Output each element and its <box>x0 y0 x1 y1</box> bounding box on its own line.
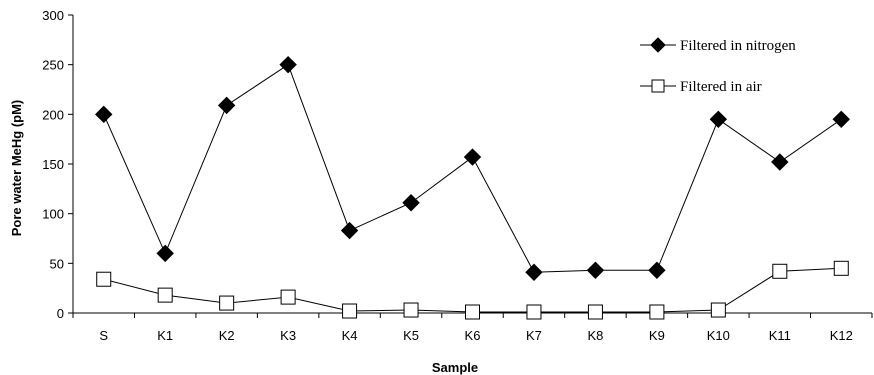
series-air <box>96 260 849 320</box>
square-marker <box>403 302 419 318</box>
x-tick-label: K11 <box>769 328 791 343</box>
diamond-marker <box>340 221 359 240</box>
series-nitrogen <box>95 55 850 281</box>
square-marker <box>157 287 173 303</box>
diamond-marker <box>648 261 666 279</box>
x-tick-label: K9 <box>649 328 665 343</box>
diamond-marker <box>402 194 420 212</box>
diamond-marker <box>709 110 728 129</box>
legend-item-air: Filtered in air <box>640 79 762 95</box>
x-tick-label: K8 <box>587 328 603 343</box>
square-marker <box>526 304 542 320</box>
square-marker <box>342 303 358 319</box>
x-tick-label: K4 <box>342 328 358 343</box>
x-tick-label: K12 <box>830 328 853 343</box>
x-axis-title: Sample <box>432 360 478 375</box>
diamond-marker <box>217 96 236 115</box>
legend-diamond-marker <box>650 37 666 53</box>
x-tick-label: K3 <box>280 328 296 343</box>
square-marker <box>833 260 849 276</box>
square-marker <box>710 302 726 318</box>
x-tick-label: K1 <box>157 328 173 343</box>
square-marker <box>465 304 480 320</box>
diamond-marker <box>586 261 605 279</box>
diamond-marker <box>279 55 297 74</box>
y-tick-label: 100 <box>42 207 64 222</box>
x-tick-label: K10 <box>707 328 730 343</box>
y-tick-label: 200 <box>42 107 64 122</box>
legend-square-marker <box>651 79 665 93</box>
legend-label-nitrogen: Filtered in nitrogen <box>680 38 796 54</box>
x-tick-label: K2 <box>219 328 235 343</box>
legend: Filtered in nitrogen Filtered in air <box>640 37 796 95</box>
series-layer <box>95 55 850 320</box>
y-tick-label: 50 <box>50 256 64 271</box>
square-marker <box>587 304 603 320</box>
x-tick-label: K6 <box>465 328 481 343</box>
legend-label-air: Filtered in air <box>680 79 762 95</box>
diamond-marker <box>156 244 174 263</box>
legend-item-nitrogen: Filtered in nitrogen <box>640 37 796 54</box>
y-axis-title: Pore water MeHg (pM) <box>9 100 24 237</box>
diamond-marker <box>771 153 789 171</box>
square-marker <box>96 271 112 287</box>
y-tick-label: 0 <box>57 306 64 321</box>
square-marker <box>772 263 788 279</box>
x-tick-label: K5 <box>403 328 419 343</box>
square-marker <box>219 295 235 311</box>
x-tick-label: S <box>99 328 108 343</box>
y-tick-label: 250 <box>42 58 64 73</box>
y-tick-label: 150 <box>42 157 64 172</box>
x-tick-label: K7 <box>526 328 542 343</box>
square-marker <box>649 304 665 320</box>
diamond-marker <box>832 110 850 129</box>
square-marker <box>280 289 296 305</box>
y-axis: 0 50 100 150 200 250 300 <box>42 8 74 321</box>
diamond-marker <box>525 263 543 281</box>
diamond-marker <box>463 148 482 166</box>
y-tick-label: 300 <box>42 8 64 23</box>
diamond-marker <box>95 105 113 124</box>
series-line <box>103 63 842 273</box>
